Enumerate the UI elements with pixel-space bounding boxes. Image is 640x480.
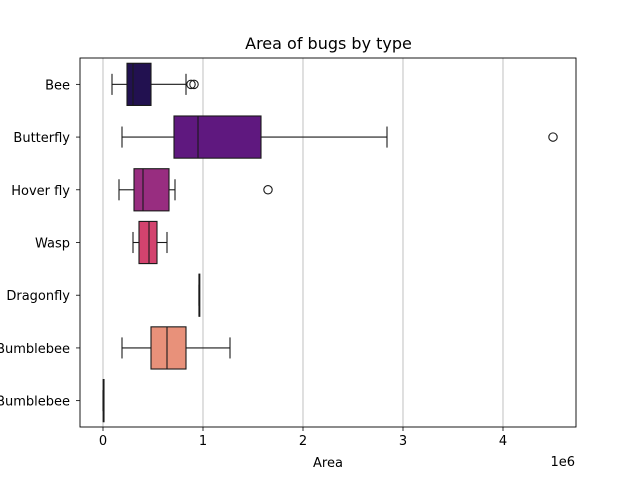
- box-group: [121, 115, 558, 159]
- x-axis-label: Area: [313, 456, 343, 471]
- x-tick-label: 2: [299, 434, 307, 449]
- box-group: [118, 168, 273, 212]
- box-group: [111, 62, 199, 106]
- box-body: [150, 326, 187, 370]
- box-outlier: [186, 79, 196, 90]
- chart-title: Area of bugs by type: [245, 34, 412, 53]
- box-group: [102, 379, 105, 423]
- box-outlier: [263, 185, 273, 195]
- y-tick-label: Bee: [45, 78, 70, 93]
- x-axis-ticks: 0 1 2 3 4: [99, 427, 507, 449]
- y-tick-label: Bumblebee: [0, 395, 70, 410]
- box-group: [198, 273, 201, 317]
- box-body: [138, 220, 158, 265]
- y-tick-label: Dragonfly: [6, 289, 70, 304]
- box-body: [173, 115, 262, 159]
- box-body: [126, 62, 152, 106]
- y-axis-ticks: Bee Butterfly Hover fly Wasp Dragonfly Bumble…: [0, 78, 80, 410]
- box-group: [132, 220, 168, 265]
- box-outlier: [548, 132, 558, 142]
- x-tick-label: 1: [199, 434, 207, 449]
- y-tick-label: Butterfly: [13, 131, 70, 146]
- box-body: [133, 168, 170, 212]
- y-tick-label: Bumblebee: [0, 342, 70, 357]
- boxes: [102, 62, 558, 423]
- x-tick-label: 3: [399, 434, 407, 449]
- x-tick-label: 4: [499, 434, 507, 449]
- x-axis-offset-label: 1e6: [550, 455, 575, 470]
- box-outlier: [189, 79, 199, 90]
- y-tick-label: Hover fly: [11, 184, 70, 199]
- x-tick-label: 0: [99, 434, 107, 449]
- y-tick-label: Wasp: [35, 237, 70, 252]
- box-group: [121, 326, 231, 370]
